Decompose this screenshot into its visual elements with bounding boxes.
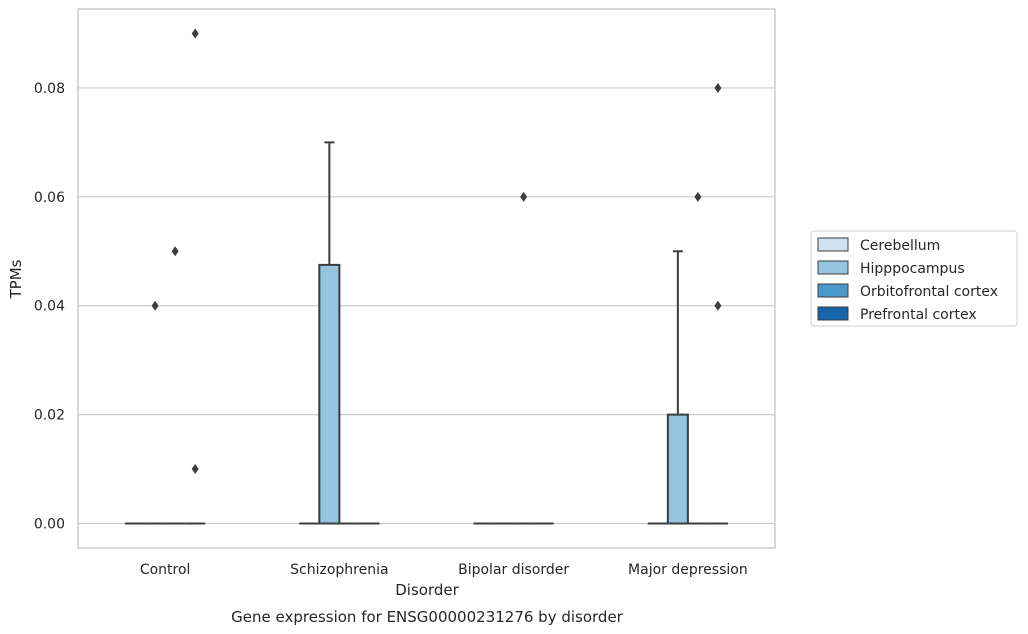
x-tick-label: Schizophrenia: [290, 562, 388, 578]
y-tick-labels: 0.00 0.02 0.04 0.06 0.08: [34, 81, 65, 533]
outlier-point: [151, 300, 159, 311]
x-tick-label: Bipolar disorder: [458, 562, 569, 578]
legend-frame: [810, 230, 1018, 327]
plot-background: [78, 9, 775, 548]
legend-label: Orbitofrontal cortex: [860, 284, 998, 300]
x-tick-labels: Control Schizophrenia Bipolar disorder Majo…: [140, 562, 748, 578]
outliers: [151, 28, 722, 475]
x-tick-label: Major depression: [628, 562, 748, 578]
legend-label: Prefrontal cortex: [860, 307, 977, 323]
outlier-point: [694, 191, 702, 202]
box-hipppocampus: [666, 250, 689, 525]
y-tick-label: 0.08: [34, 81, 65, 97]
x-axis-label: Disorder: [395, 581, 459, 599]
x-tick-label: Control: [140, 562, 191, 578]
legend-swatch: [817, 283, 849, 298]
y-tick-label: 0.02: [34, 408, 65, 424]
outlier-point: [714, 82, 722, 93]
plot-frame: [77, 8, 776, 549]
legend-label: Cerebellum: [860, 238, 940, 254]
y-tick-label: 0.04: [34, 299, 65, 315]
outlier-point: [520, 191, 528, 202]
outlier-point: [171, 246, 179, 257]
legend: Cerebellum Hipppocampus Orbitofrontal cort…: [810, 230, 1018, 327]
outlier-point: [191, 464, 199, 475]
y-axis-label: TPMs: [7, 259, 25, 299]
chart-caption: Gene expression for ENSG00000231276 by d…: [231, 608, 624, 626]
legend-swatch: [817, 306, 849, 321]
outlier-point: [191, 28, 199, 39]
y-tick-label: 0.06: [34, 190, 65, 206]
legend-label: Hipppocampus: [860, 261, 965, 277]
box-body: [666, 413, 689, 525]
boxes: [125, 141, 728, 525]
legend-swatch: [817, 237, 849, 252]
outlier-point: [714, 300, 722, 311]
y-tick-label: 0.00: [34, 517, 65, 533]
box-hipppocampus: [318, 141, 341, 525]
box-body: [318, 263, 341, 525]
legend-swatch: [817, 260, 849, 275]
